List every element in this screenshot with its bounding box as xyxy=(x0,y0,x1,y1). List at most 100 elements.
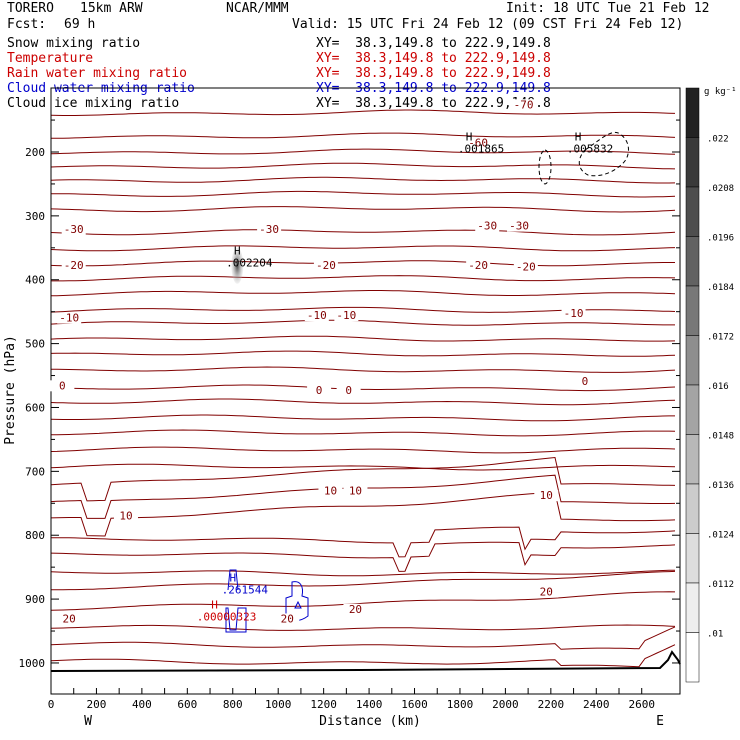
x-tick-label: 1200 xyxy=(310,698,337,711)
x-tick-label: 0 xyxy=(48,698,55,711)
temperature-label: -10 xyxy=(59,312,79,325)
temperature-label: -10 xyxy=(307,309,327,322)
temperature-label: 20 xyxy=(63,612,76,625)
forecast-label: Fcst: xyxy=(7,17,47,32)
isotherm-line xyxy=(50,624,676,631)
y-tick-label: 1000 xyxy=(19,657,46,670)
isotherm-line xyxy=(51,275,676,282)
x-tick-label: 1000 xyxy=(265,698,292,711)
maximum-value: .002204 xyxy=(226,256,273,269)
maxima-labels: H.002204H.001865H.005832H.261544H.000003… xyxy=(197,131,614,624)
label-backdrop xyxy=(561,308,586,320)
field-label-rain: Rain water mixing ratio xyxy=(7,66,188,81)
colorbar-swatch xyxy=(685,483,700,534)
organization: NCAR/MMM xyxy=(226,1,289,16)
isotherm-line xyxy=(50,474,676,519)
y-axis-label: Pressure (hPa) xyxy=(3,335,18,445)
temperature-label: 10 xyxy=(349,485,362,498)
temperature-label: -20 xyxy=(64,259,84,272)
colorbar-swatch xyxy=(685,533,700,584)
y-tick-label: 500 xyxy=(25,338,45,351)
label-backdrop xyxy=(313,260,338,272)
label-backdrop xyxy=(343,485,368,497)
isotherm-line xyxy=(51,570,676,591)
y-tick-label: 400 xyxy=(25,274,45,287)
isotherm-line xyxy=(50,541,676,572)
temperature-label: 0 xyxy=(316,384,323,397)
snow-blob xyxy=(231,247,244,284)
isotherm-line xyxy=(50,398,676,406)
cloud-water-contour xyxy=(294,600,302,609)
field-xy-rain: XY= 38.3,149.8 to 222.9,149.8 xyxy=(316,66,551,81)
colorbar-swatch xyxy=(685,285,700,336)
colorbar-swatch xyxy=(685,137,700,188)
isotherm-line xyxy=(50,335,676,342)
cloud-ice-contour xyxy=(578,132,629,177)
temperature-label: -30 xyxy=(509,220,529,233)
isotherm-line xyxy=(50,148,676,155)
field-label-cloud-ice: Cloud ice mixing ratio xyxy=(7,96,180,111)
colorbar-label: .0184 xyxy=(707,283,734,293)
isotherm-line xyxy=(50,109,676,116)
x-tick-label: 2600 xyxy=(628,698,655,711)
temperature-label: 0 xyxy=(345,384,352,397)
temperature-label: 0 xyxy=(582,375,589,388)
temperature-label: 10 xyxy=(540,489,553,502)
temperature-label: -20 xyxy=(468,259,488,272)
colorbar-label: .0112 xyxy=(707,580,734,590)
temperature-label: 20 xyxy=(349,603,362,616)
isotherm-line xyxy=(50,456,676,502)
label-backdrop xyxy=(50,380,75,392)
colorbar-label: .022 xyxy=(707,135,729,145)
temperature-contours xyxy=(50,109,681,672)
colorbar-label: .0208 xyxy=(707,184,734,194)
colorbar-swatch xyxy=(685,335,700,386)
isotherm-line xyxy=(50,206,676,213)
y-tick-label: 600 xyxy=(25,401,45,414)
maximum-marker: H xyxy=(229,571,236,584)
colorbar-label: .0172 xyxy=(707,333,734,343)
maximum-marker: H xyxy=(466,131,473,144)
x-tick-label: 400 xyxy=(132,698,152,711)
label-backdrop xyxy=(466,137,491,149)
colorbar-swatch xyxy=(685,434,700,485)
isotherm-line xyxy=(50,626,676,650)
colorbar-swatch xyxy=(685,582,700,633)
label-backdrop xyxy=(307,384,332,396)
x-axis-label: Distance (km) xyxy=(319,714,421,729)
y-tick-label: 900 xyxy=(25,593,45,606)
temperature-label: -30 xyxy=(477,220,497,233)
label-backdrop xyxy=(534,490,559,502)
temperature-label: 10 xyxy=(324,485,337,498)
maximum-marker: H xyxy=(575,131,582,144)
terrain-line xyxy=(50,650,681,672)
x-tick-label: 2200 xyxy=(538,698,565,711)
label-backdrop xyxy=(336,384,361,396)
label-backdrop xyxy=(113,510,138,522)
cloud-ice-contour xyxy=(538,149,552,185)
isotherm-line xyxy=(50,569,676,577)
colorbar-label: .0136 xyxy=(707,481,734,491)
label-backdrop xyxy=(257,223,282,235)
temperature-label: -20 xyxy=(316,259,336,272)
colorbar-swatch xyxy=(685,236,700,287)
colorbar-label: .01 xyxy=(707,630,723,640)
label-backdrop xyxy=(507,220,532,232)
temperature-label: -30 xyxy=(259,223,279,236)
maximum-value: .005832 xyxy=(567,143,613,156)
temperature-label: -20 xyxy=(516,261,536,274)
west-label: W xyxy=(84,714,92,729)
colorbar-swatch xyxy=(685,632,700,683)
east-label: E xyxy=(656,714,664,729)
x-tick-label: 1400 xyxy=(356,698,383,711)
temperature-label: 0 xyxy=(59,379,66,392)
isotherm-line xyxy=(50,384,676,392)
forecast-hour: 69 h xyxy=(64,17,96,32)
isotherm-line xyxy=(50,644,676,668)
label-backdrop xyxy=(61,223,86,235)
colorbar-swatch xyxy=(685,384,700,435)
label-backdrop xyxy=(534,586,559,598)
y-tick-label: 700 xyxy=(25,465,45,478)
model-run: 15km ARW xyxy=(80,1,143,16)
